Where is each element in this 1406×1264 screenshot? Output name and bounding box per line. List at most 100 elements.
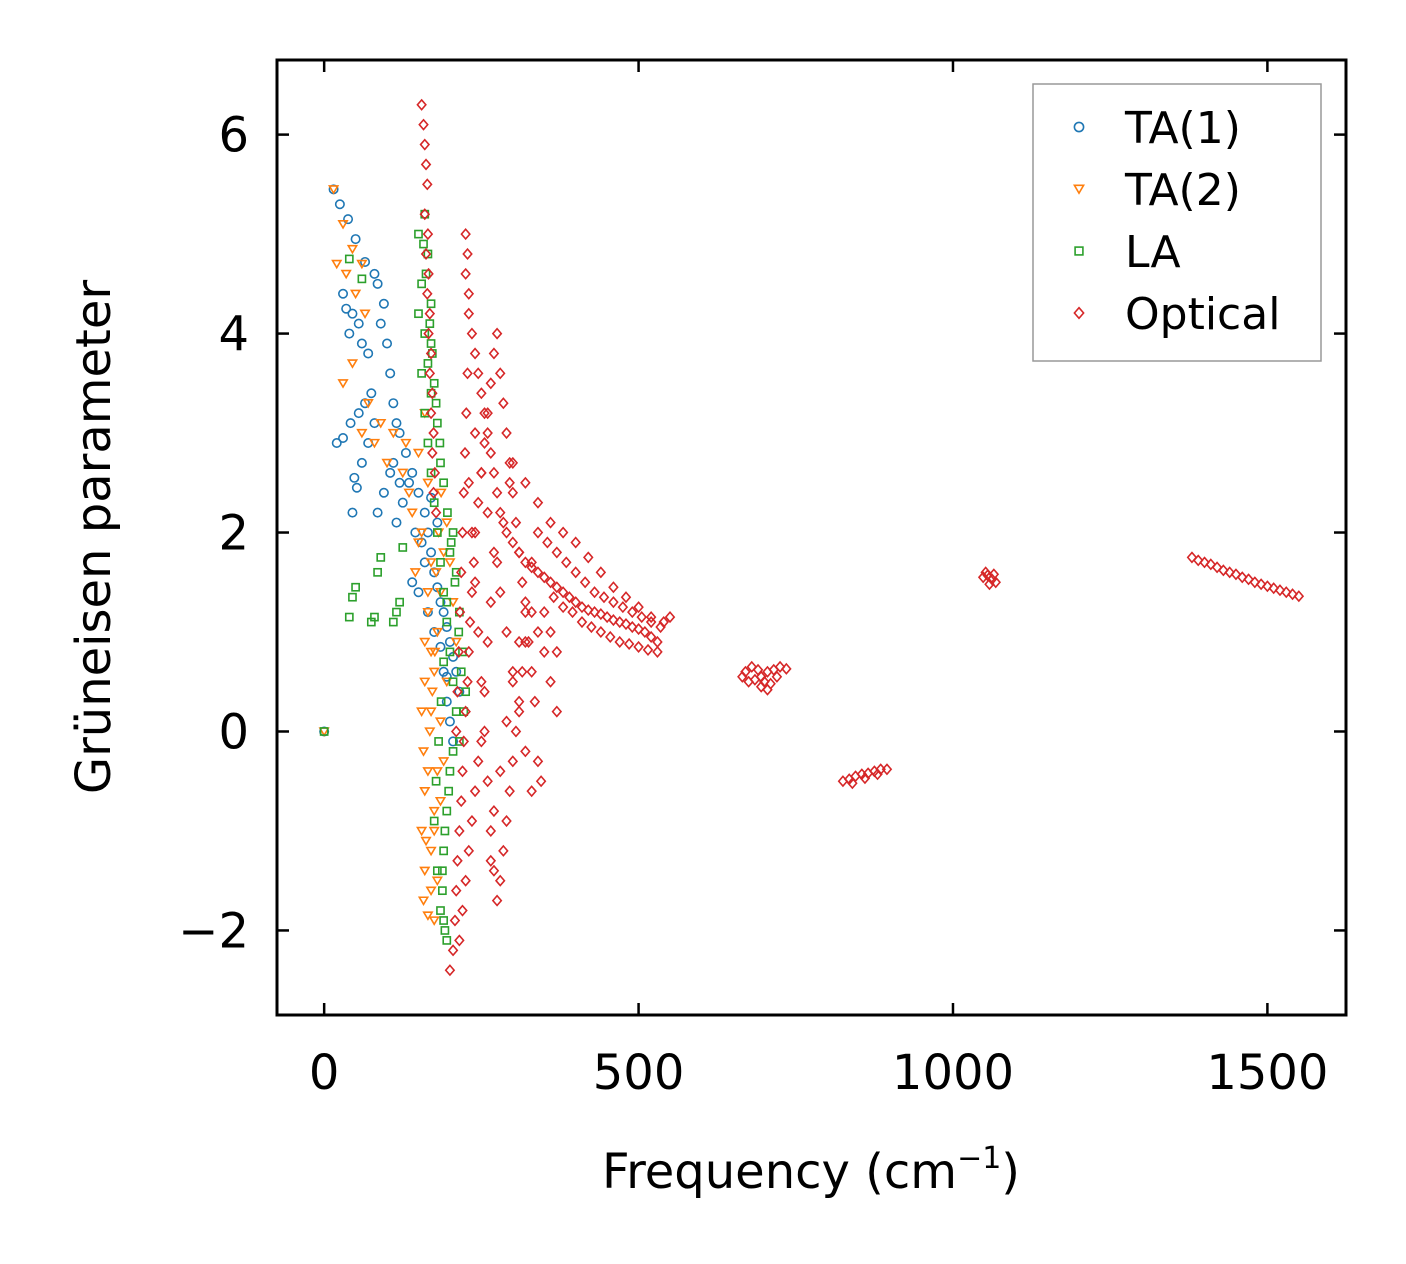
data-point bbox=[557, 601, 569, 614]
data-point bbox=[426, 468, 436, 478]
legend-marker bbox=[1074, 246, 1084, 256]
data-point bbox=[507, 486, 519, 499]
data-point bbox=[570, 566, 581, 579]
y-axis-title: Grüneisen parameter bbox=[66, 280, 122, 795]
data-point bbox=[459, 446, 471, 459]
data-point bbox=[450, 884, 462, 897]
data-point bbox=[1205, 558, 1217, 571]
y-tick-label: 2 bbox=[218, 506, 249, 562]
data-point bbox=[337, 219, 349, 230]
data-point bbox=[419, 866, 431, 877]
data-point bbox=[425, 846, 437, 857]
data-point bbox=[532, 496, 544, 509]
data-point bbox=[538, 571, 550, 584]
data-point bbox=[488, 546, 500, 559]
data-point bbox=[526, 556, 537, 569]
data-point bbox=[620, 591, 632, 604]
data-point bbox=[425, 886, 437, 897]
data-point bbox=[456, 667, 466, 677]
data-point bbox=[468, 556, 480, 569]
data-point bbox=[488, 347, 500, 360]
data-point bbox=[435, 488, 447, 499]
data-point bbox=[1211, 561, 1223, 574]
data-point bbox=[392, 607, 401, 617]
data-point bbox=[420, 247, 432, 261]
data-point bbox=[551, 581, 563, 594]
data-point bbox=[466, 586, 478, 599]
data-point bbox=[494, 506, 506, 519]
data-point bbox=[614, 616, 625, 629]
data-point bbox=[416, 707, 428, 717]
data-point bbox=[407, 577, 418, 588]
data-point bbox=[375, 418, 387, 429]
data-point bbox=[872, 768, 883, 781]
data-point bbox=[419, 637, 431, 648]
data-point bbox=[416, 826, 428, 837]
data-point bbox=[523, 635, 534, 649]
data-point bbox=[516, 576, 528, 589]
data-point bbox=[576, 601, 588, 614]
data-point bbox=[435, 597, 446, 608]
data-point bbox=[570, 536, 581, 549]
data-point bbox=[520, 596, 531, 609]
data-point bbox=[366, 388, 377, 399]
data-point bbox=[440, 926, 450, 935]
data-point bbox=[476, 675, 487, 688]
data-point bbox=[450, 577, 460, 587]
data-point bbox=[442, 936, 452, 945]
data-point bbox=[482, 635, 493, 649]
data-point bbox=[464, 616, 476, 629]
data-point bbox=[847, 777, 858, 790]
data-point bbox=[382, 338, 393, 349]
data-point bbox=[369, 268, 380, 279]
legend-item: Optical bbox=[1073, 289, 1280, 340]
data-point bbox=[416, 528, 428, 538]
legend-item: LA bbox=[1074, 227, 1181, 278]
data-point bbox=[458, 486, 470, 499]
data-point bbox=[356, 259, 368, 270]
data-point bbox=[526, 785, 537, 798]
data-point bbox=[400, 438, 412, 449]
data-point bbox=[532, 625, 544, 639]
data-point bbox=[454, 737, 464, 746]
data-point bbox=[1262, 580, 1273, 593]
data-point bbox=[469, 526, 481, 539]
data-point bbox=[501, 426, 512, 440]
data-point bbox=[327, 185, 340, 195]
data-point bbox=[498, 516, 509, 529]
data-point bbox=[545, 625, 556, 639]
data-point bbox=[376, 553, 386, 562]
data-point bbox=[452, 854, 463, 867]
data-point bbox=[548, 591, 559, 604]
data-point bbox=[482, 775, 493, 788]
data-point bbox=[510, 516, 522, 529]
data-point bbox=[645, 616, 657, 629]
data-point bbox=[463, 844, 475, 857]
data-point bbox=[461, 407, 472, 420]
data-point bbox=[421, 269, 431, 279]
data-point bbox=[1293, 590, 1305, 603]
data-point bbox=[504, 476, 515, 489]
data-point bbox=[494, 765, 506, 778]
data-point bbox=[476, 735, 487, 748]
data-point bbox=[494, 874, 506, 887]
data-point bbox=[419, 239, 428, 249]
data-point bbox=[1287, 588, 1298, 601]
data-point bbox=[458, 735, 470, 748]
data-point bbox=[429, 816, 439, 826]
data-point bbox=[331, 259, 343, 270]
data-point bbox=[435, 641, 446, 652]
data-point bbox=[436, 557, 445, 567]
data-point bbox=[1230, 568, 1242, 581]
plot-frame bbox=[275, 58, 1348, 1017]
data-point bbox=[504, 785, 515, 798]
data-point bbox=[501, 625, 512, 639]
data-point bbox=[347, 507, 358, 518]
data-point bbox=[633, 601, 644, 614]
data-point bbox=[404, 477, 415, 488]
data-point bbox=[344, 612, 354, 622]
data-point bbox=[560, 556, 572, 569]
data-point bbox=[429, 378, 439, 388]
data-point bbox=[428, 486, 439, 499]
data-point bbox=[419, 138, 431, 151]
